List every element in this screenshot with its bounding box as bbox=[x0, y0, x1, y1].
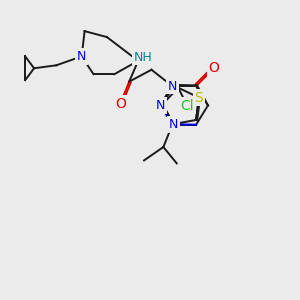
Text: S: S bbox=[194, 91, 203, 104]
Text: S: S bbox=[194, 91, 203, 104]
Text: N: N bbox=[169, 118, 178, 130]
Text: N: N bbox=[168, 118, 177, 131]
Text: N: N bbox=[168, 80, 177, 93]
Text: O: O bbox=[115, 97, 126, 111]
Text: N: N bbox=[77, 50, 86, 63]
Text: O: O bbox=[208, 61, 219, 75]
Text: NH: NH bbox=[134, 51, 153, 64]
Text: Cl: Cl bbox=[180, 99, 194, 112]
Text: N: N bbox=[156, 99, 165, 112]
